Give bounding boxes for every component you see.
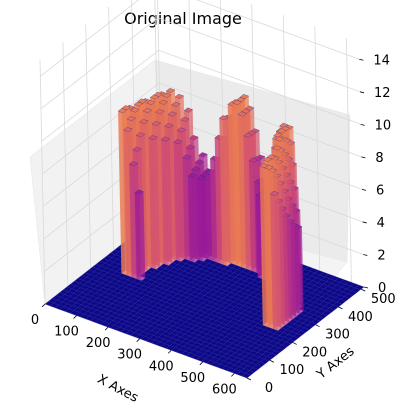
x-tick-label: 600 [212, 382, 237, 397]
x-tick-label: 300 [117, 348, 142, 363]
y-tick-label: 0 [265, 381, 273, 396]
bar [218, 115, 231, 267]
y-tick-label: 300 [325, 328, 350, 343]
bar [134, 189, 146, 281]
bar [148, 135, 160, 270]
z-tick-label: 10 [375, 118, 392, 133]
z-tick-label: 2 [377, 248, 385, 263]
bar [160, 136, 173, 266]
z-tick-label: 4 [377, 216, 385, 231]
z-tick-label: 14 [373, 53, 390, 68]
x-tick-label: 100 [54, 325, 79, 340]
bar [173, 139, 185, 262]
z-tick-label: 6 [376, 183, 384, 198]
x-tick-label: 200 [86, 336, 111, 351]
bar [241, 373, 252, 379]
x-tick-label: 0 [31, 313, 39, 328]
x-axis-label: X Axes [95, 372, 141, 406]
x-tick-label: 400 [149, 359, 174, 374]
z-tick-label: 12 [374, 86, 391, 101]
bar [187, 173, 199, 263]
z-tick-label: 0 [378, 281, 386, 296]
x-tick-label: 500 [180, 371, 205, 386]
y-tick-label: 400 [348, 310, 373, 325]
z-tick-label: 8 [375, 151, 383, 166]
chart-title: Original Image [124, 9, 242, 28]
bar [196, 175, 208, 262]
y-tick-label: 500 [371, 292, 396, 307]
y-tick-label: 200 [302, 345, 327, 360]
y-tick-label: 100 [279, 363, 304, 378]
bar [269, 190, 282, 331]
bar-surface [44, 88, 365, 379]
